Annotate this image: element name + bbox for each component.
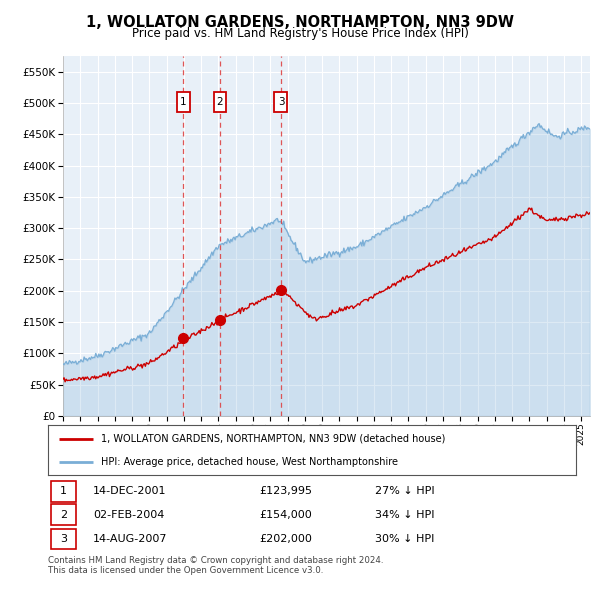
Text: 30% ↓ HPI: 30% ↓ HPI	[376, 534, 435, 544]
Text: Price paid vs. HM Land Registry's House Price Index (HPI): Price paid vs. HM Land Registry's House …	[131, 27, 469, 40]
Text: 14-AUG-2007: 14-AUG-2007	[93, 534, 167, 544]
Text: 02-FEB-2004: 02-FEB-2004	[93, 510, 164, 520]
Text: 2: 2	[60, 510, 67, 520]
Text: 1, WOLLATON GARDENS, NORTHAMPTON, NN3 9DW: 1, WOLLATON GARDENS, NORTHAMPTON, NN3 9D…	[86, 15, 514, 30]
Text: 1: 1	[60, 486, 67, 496]
Text: 34% ↓ HPI: 34% ↓ HPI	[376, 510, 435, 520]
Text: 14-DEC-2001: 14-DEC-2001	[93, 486, 166, 496]
Text: £154,000: £154,000	[259, 510, 312, 520]
FancyBboxPatch shape	[274, 91, 287, 112]
FancyBboxPatch shape	[50, 504, 76, 525]
Text: 27% ↓ HPI: 27% ↓ HPI	[376, 486, 435, 496]
Text: 3: 3	[278, 97, 284, 107]
Text: £202,000: £202,000	[259, 534, 312, 544]
Text: Contains HM Land Registry data © Crown copyright and database right 2024.: Contains HM Land Registry data © Crown c…	[48, 556, 383, 565]
Text: 2: 2	[217, 97, 223, 107]
Text: HPI: Average price, detached house, West Northamptonshire: HPI: Average price, detached house, West…	[101, 457, 398, 467]
Text: This data is licensed under the Open Government Licence v3.0.: This data is licensed under the Open Gov…	[48, 566, 323, 575]
Text: 1, WOLLATON GARDENS, NORTHAMPTON, NN3 9DW (detached house): 1, WOLLATON GARDENS, NORTHAMPTON, NN3 9D…	[101, 434, 445, 444]
Text: 3: 3	[60, 534, 67, 544]
FancyBboxPatch shape	[50, 481, 76, 502]
Text: 1: 1	[180, 97, 187, 107]
FancyBboxPatch shape	[214, 91, 226, 112]
FancyBboxPatch shape	[50, 529, 76, 549]
Text: £123,995: £123,995	[259, 486, 312, 496]
FancyBboxPatch shape	[177, 91, 190, 112]
